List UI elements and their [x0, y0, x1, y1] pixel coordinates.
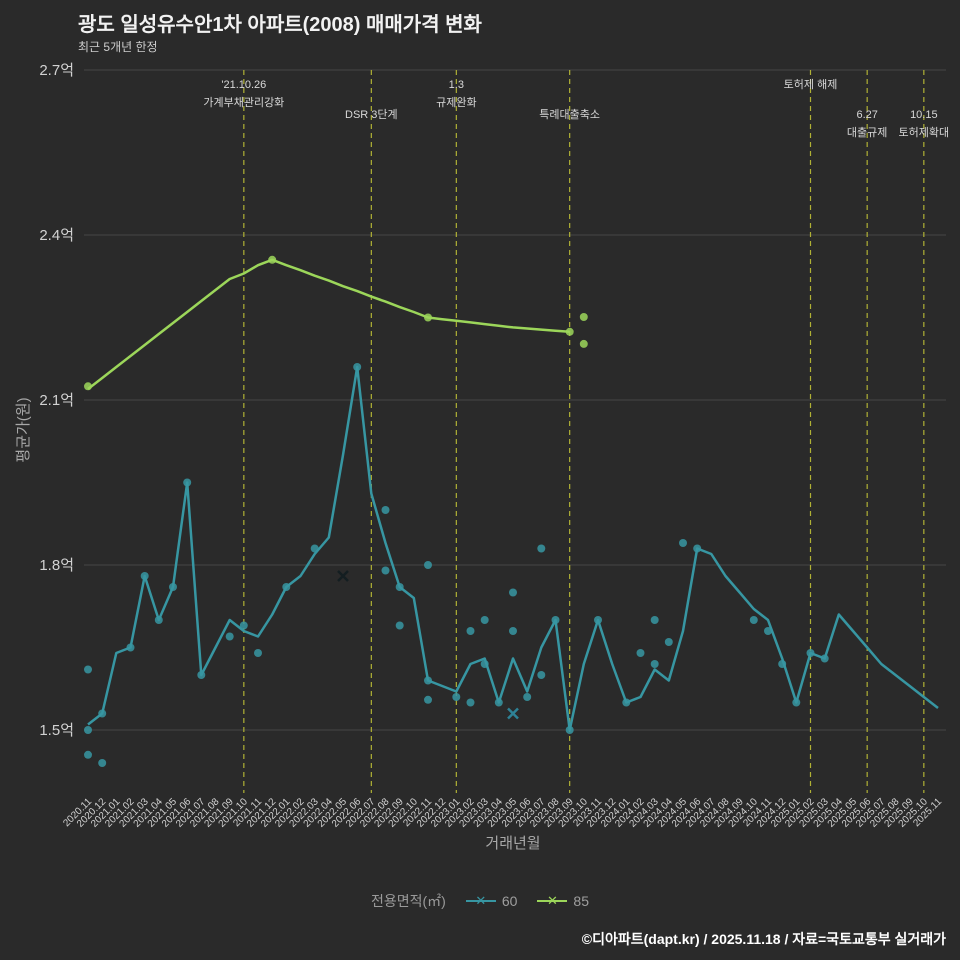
- series-60-point[interactable]: [424, 695, 432, 704]
- y-axis-title: 평균가(원): [15, 397, 32, 462]
- series-60-point[interactable]: [466, 627, 475, 635]
- series-60-point[interactable]: [537, 671, 546, 679]
- series-60-point[interactable]: [84, 750, 92, 759]
- policy-annotation-label: 1.3: [449, 79, 464, 91]
- series-60-point[interactable]: [650, 616, 659, 624]
- series-60-point[interactable]: [310, 544, 319, 553]
- series-60-point[interactable]: [239, 621, 248, 630]
- series-60-point[interactable]: [98, 759, 107, 767]
- legend-x-marker-60-icon: ✕: [465, 894, 496, 908]
- series-60-point[interactable]: [169, 583, 177, 591]
- legend-item-60[interactable]: ✕ 60: [465, 893, 518, 909]
- series-60-point[interactable]: [792, 698, 801, 707]
- series-60-point[interactable]: [565, 726, 574, 734]
- series-60-point[interactable]: [395, 621, 404, 630]
- page-title: 광도 일성유수안1차 아파트(2008) 매매가격 변화: [78, 14, 482, 36]
- policy-annotation-label: 10.15: [910, 109, 938, 121]
- x-axis-title: 거래년월: [485, 835, 540, 852]
- series-60-point[interactable]: [679, 539, 687, 547]
- series-60-point[interactable]: [84, 726, 92, 734]
- series-60-point[interactable]: [806, 649, 815, 657]
- series-60-point[interactable]: [98, 709, 107, 718]
- series-60-point[interactable]: [509, 627, 517, 635]
- copyright-source-note: ©디아파트(dapt.kr) / 2025.11.18 / 자료=국토교통부 실…: [581, 931, 946, 947]
- series-60-point[interactable]: [183, 478, 192, 487]
- series-60-point[interactable]: [140, 572, 149, 580]
- legend-item-85-label: 85: [573, 893, 589, 909]
- series-60-point[interactable]: [282, 583, 291, 591]
- series-60-point[interactable]: [381, 566, 390, 575]
- series-60-point[interactable]: [381, 506, 390, 514]
- series-60-point[interactable]: [664, 638, 673, 646]
- series-85-point[interactable]: [84, 382, 92, 391]
- series-60-point[interactable]: [778, 660, 787, 668]
- y-tick-label: 2.7억: [39, 62, 74, 79]
- series-60-point[interactable]: [197, 671, 206, 679]
- cancelled-deal-x-marker[interactable]: [337, 570, 349, 582]
- policy-annotation-label: 6.27: [856, 109, 877, 121]
- series-60-point[interactable]: [650, 660, 659, 668]
- page-subtitle: 최근 5개년 한정: [78, 40, 158, 54]
- series-60-point[interactable]: [693, 544, 702, 553]
- price-chart[interactable]: 1.5억 1.8억 2.1억 2.4억 2.7억 '21.10.26 가계부채관리강화 DSR…: [0, 0, 960, 870]
- legend-title: 전용면적(㎡): [370, 893, 446, 909]
- series-60-point[interactable]: [622, 698, 631, 707]
- series-85-point[interactable]: [565, 327, 574, 336]
- y-tick-label: 2.1억: [39, 392, 74, 409]
- series-60-point[interactable]: [154, 616, 163, 624]
- series-60-point[interactable]: [820, 654, 829, 663]
- series-85-point[interactable]: [268, 255, 277, 264]
- chart-legend: 전용면적(㎡) ✕ 60 ✕ 85: [0, 891, 960, 911]
- series-60-point[interactable]: [353, 363, 362, 371]
- series-60-point[interactable]: [636, 649, 645, 657]
- series-60-point[interactable]: [749, 616, 758, 624]
- series-60-point[interactable]: [551, 616, 560, 624]
- series-60-point[interactable]: [84, 665, 92, 674]
- policy-annotation-label: '21.10.26: [221, 79, 266, 91]
- series-60-point[interactable]: [509, 588, 517, 597]
- series-85-point[interactable]: [424, 313, 432, 322]
- y-tick-label: 1.5억: [39, 722, 74, 739]
- cancelled-deal-x-marker[interactable]: [507, 707, 519, 720]
- policy-annotation-label: 특례대출축소: [539, 108, 600, 121]
- series-60-point[interactable]: [764, 627, 772, 635]
- series-60-point[interactable]: [225, 632, 234, 641]
- series-85-line[interactable]: [87, 258, 570, 390]
- series-85-point[interactable]: [579, 313, 588, 321]
- series-85-point[interactable]: [579, 339, 588, 348]
- policy-annotation-label: 규제완화: [436, 96, 476, 109]
- policy-annotation-label: 대출규제: [847, 126, 887, 139]
- series-60-point[interactable]: [424, 561, 432, 569]
- series-60-point[interactable]: [480, 616, 489, 624]
- series-60-point[interactable]: [452, 693, 461, 701]
- legend-item-85[interactable]: ✕ 85: [537, 893, 589, 909]
- series-60-point[interactable]: [523, 693, 532, 701]
- policy-annotation-label: 토허제확대: [899, 126, 950, 139]
- series-60-point[interactable]: [480, 660, 489, 668]
- series-60-point[interactable]: [254, 649, 262, 657]
- series-60-point[interactable]: [594, 616, 602, 624]
- series-60-point[interactable]: [395, 583, 404, 591]
- series-60-point[interactable]: [424, 676, 432, 685]
- series-60-point[interactable]: [537, 544, 546, 553]
- policy-annotation-label: 가계부채관리강화: [203, 96, 284, 109]
- legend-x-marker-85-icon: ✕: [537, 894, 568, 908]
- policy-annotation-label: DSR 3단계: [345, 108, 398, 121]
- series-60-point[interactable]: [466, 698, 475, 707]
- series-60-point[interactable]: [126, 643, 135, 652]
- legend-item-60-label: 60: [501, 893, 518, 909]
- y-tick-label: 2.4억: [39, 227, 74, 244]
- y-tick-label: 1.8억: [39, 557, 74, 574]
- policy-annotation-label: 토허제 해제: [784, 77, 838, 91]
- series-60-point[interactable]: [494, 698, 503, 707]
